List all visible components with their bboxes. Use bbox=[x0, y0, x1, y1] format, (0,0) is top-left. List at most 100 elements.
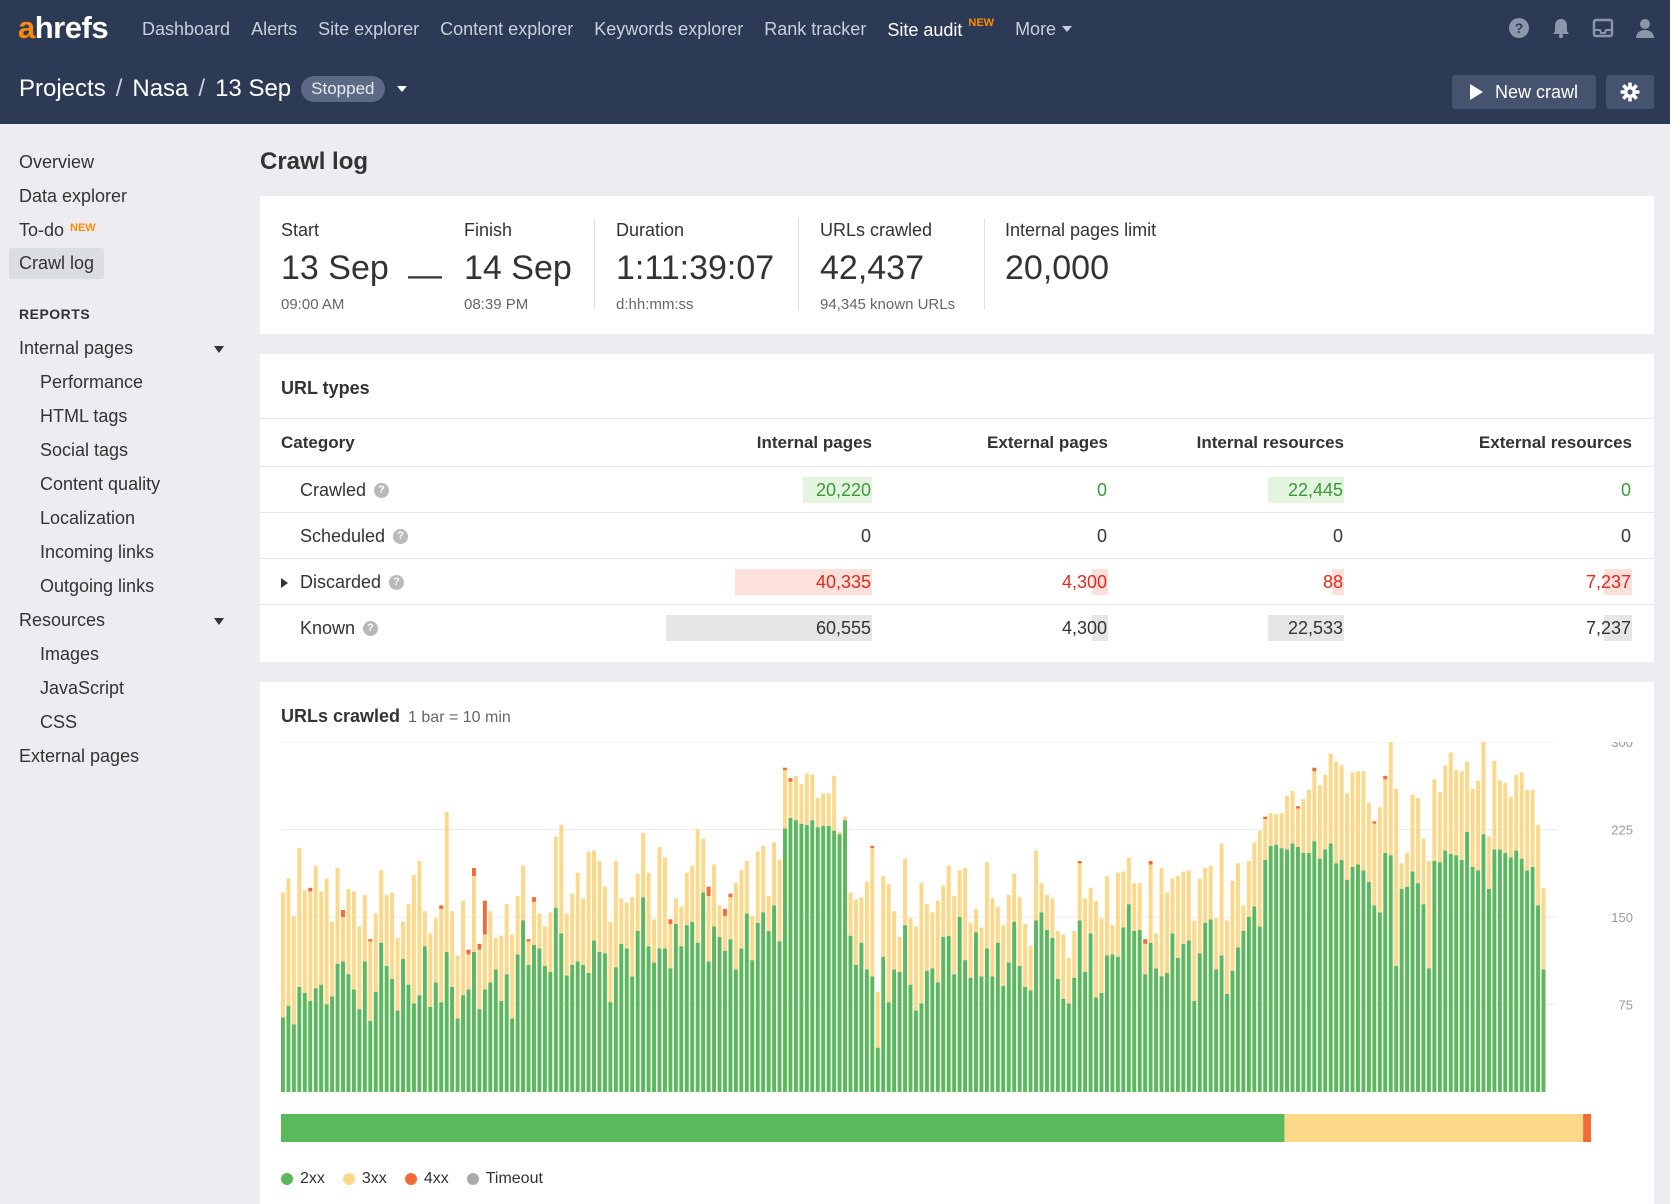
sidebar-item-incoming-links[interactable]: Incoming links bbox=[40, 542, 155, 562]
bar-2xx[interactable] bbox=[1197, 953, 1202, 1092]
bar-2xx[interactable] bbox=[1388, 855, 1393, 1092]
bar-2xx[interactable] bbox=[903, 925, 908, 1092]
bar-3xx[interactable] bbox=[1306, 789, 1311, 853]
bar-3xx[interactable] bbox=[1312, 771, 1317, 842]
bar-3xx[interactable] bbox=[521, 865, 526, 921]
nav-site-explorer[interactable]: Site explorer bbox=[318, 18, 420, 39]
bar-3xx[interactable] bbox=[957, 870, 962, 917]
bar-2xx[interactable] bbox=[837, 834, 842, 1092]
bar-3xx[interactable] bbox=[1454, 770, 1459, 856]
expand-caret-icon[interactable] bbox=[281, 578, 288, 588]
bar-2xx[interactable] bbox=[1094, 997, 1099, 1093]
bar-2xx[interactable] bbox=[641, 897, 646, 1092]
bar-4xx[interactable] bbox=[532, 897, 536, 902]
sidebar-item-content-quality[interactable]: Content quality bbox=[40, 474, 161, 494]
bar-3xx[interactable] bbox=[1148, 864, 1153, 943]
bar-3xx[interactable] bbox=[804, 773, 809, 825]
inbox-icon[interactable] bbox=[1592, 17, 1614, 39]
bar-2xx[interactable] bbox=[1175, 957, 1180, 1092]
bar-3xx[interactable] bbox=[695, 829, 700, 943]
bar-2xx[interactable] bbox=[1017, 966, 1022, 1092]
bar-2xx[interactable] bbox=[652, 962, 656, 1093]
bar-3xx[interactable] bbox=[657, 847, 662, 949]
bar-3xx[interactable] bbox=[433, 918, 438, 983]
nav-dashboard[interactable]: Dashboard bbox=[142, 18, 231, 39]
bar-2xx[interactable] bbox=[1034, 920, 1038, 1093]
bar-2xx[interactable] bbox=[1470, 866, 1475, 1092]
bar-2xx[interactable] bbox=[1246, 917, 1251, 1092]
bar-3xx[interactable] bbox=[346, 889, 351, 975]
bar-3xx[interactable] bbox=[1486, 836, 1491, 890]
bar-3xx[interactable] bbox=[395, 938, 400, 1011]
bar-3xx[interactable] bbox=[1077, 863, 1082, 921]
bar-2xx[interactable] bbox=[526, 964, 531, 1092]
sidebar-item-data-explorer[interactable]: Data explorer bbox=[19, 186, 128, 206]
bar-3xx[interactable] bbox=[1219, 843, 1224, 956]
bar-3xx[interactable] bbox=[455, 955, 460, 1019]
bar-3xx[interactable] bbox=[1383, 779, 1388, 853]
bar-3xx[interactable] bbox=[706, 896, 711, 962]
column-header-external-resources[interactable]: External resources bbox=[1478, 433, 1632, 452]
bar-2xx[interactable] bbox=[793, 820, 798, 1092]
bar-3xx[interactable] bbox=[1263, 819, 1268, 860]
bar-2xx[interactable] bbox=[859, 942, 864, 1092]
bar-3xx[interactable] bbox=[417, 861, 422, 996]
bar-2xx[interactable] bbox=[504, 974, 509, 1092]
bar-3xx[interactable] bbox=[291, 915, 296, 1025]
bar-3xx[interactable] bbox=[1094, 900, 1099, 998]
bar-2xx[interactable] bbox=[984, 948, 989, 1093]
bar-3xx[interactable] bbox=[1350, 772, 1355, 867]
bar-3xx[interactable] bbox=[1039, 883, 1044, 913]
bar-3xx[interactable] bbox=[908, 918, 913, 985]
bar-2xx[interactable] bbox=[362, 961, 367, 1092]
bar-2xx[interactable] bbox=[1192, 1001, 1197, 1092]
bar-4xx[interactable] bbox=[1148, 861, 1153, 865]
bar-3xx[interactable] bbox=[1126, 857, 1131, 905]
bar-2xx[interactable] bbox=[1126, 904, 1131, 1092]
bar-3xx[interactable] bbox=[1465, 761, 1470, 832]
bar-2xx[interactable] bbox=[417, 995, 422, 1092]
bar-3xx[interactable] bbox=[1044, 894, 1049, 930]
bar-2xx[interactable] bbox=[788, 817, 793, 1092]
bar-3xx[interactable] bbox=[450, 911, 455, 987]
bar-2xx[interactable] bbox=[1481, 834, 1486, 1092]
bar-3xx[interactable] bbox=[1132, 883, 1137, 931]
bar-2xx[interactable] bbox=[379, 942, 384, 1092]
sidebar-item-internal-pages[interactable]: Internal pages bbox=[19, 338, 134, 358]
bar-2xx[interactable] bbox=[281, 1017, 285, 1092]
sidebar-item-to-do[interactable]: To-do NEW bbox=[19, 220, 96, 240]
bar-3xx[interactable] bbox=[897, 936, 902, 972]
bar-2xx[interactable] bbox=[886, 1002, 891, 1092]
bar-3xx[interactable] bbox=[1241, 905, 1246, 931]
bar-2xx[interactable] bbox=[657, 948, 662, 1093]
bar-2xx[interactable] bbox=[963, 960, 968, 1092]
bar-2xx[interactable] bbox=[1317, 858, 1322, 1092]
value-cell-internal-pages[interactable]: 0 bbox=[642, 513, 872, 559]
bar-3xx[interactable] bbox=[1230, 880, 1235, 971]
bar-3xx[interactable] bbox=[570, 893, 575, 965]
value-cell-internal-pages[interactable]: 60,555 bbox=[642, 605, 872, 651]
bar-2xx[interactable] bbox=[619, 943, 624, 1092]
bar-3xx[interactable] bbox=[515, 896, 520, 955]
bar-2xx[interactable] bbox=[1301, 852, 1306, 1092]
bar-2xx[interactable] bbox=[968, 977, 973, 1092]
bar-2xx[interactable] bbox=[1143, 974, 1148, 1092]
bar-2xx[interactable] bbox=[575, 961, 580, 1092]
legend-item-timeout[interactable]: Timeout bbox=[466, 1170, 543, 1188]
value-cell-external-pages[interactable]: 0 bbox=[878, 467, 1108, 513]
bar-3xx[interactable] bbox=[439, 908, 444, 1003]
bar-2xx[interactable] bbox=[1165, 973, 1169, 1092]
bar-2xx[interactable] bbox=[297, 987, 302, 1092]
sidebar-item-performance[interactable]: Performance bbox=[40, 372, 144, 392]
bar-2xx[interactable] bbox=[1503, 852, 1508, 1092]
bar-2xx[interactable] bbox=[313, 988, 318, 1092]
bar-4xx[interactable] bbox=[466, 949, 471, 955]
sidebar-item-overview[interactable]: Overview bbox=[19, 152, 95, 172]
bar-2xx[interactable] bbox=[1083, 971, 1088, 1092]
bar-2xx[interactable] bbox=[733, 969, 738, 1093]
bar-3xx[interactable] bbox=[1328, 753, 1333, 844]
bar-3xx[interactable] bbox=[1028, 946, 1033, 991]
bar-3xx[interactable] bbox=[1470, 788, 1475, 867]
bar-2xx[interactable] bbox=[1001, 985, 1006, 1092]
bar-2xx[interactable] bbox=[1219, 955, 1224, 1093]
